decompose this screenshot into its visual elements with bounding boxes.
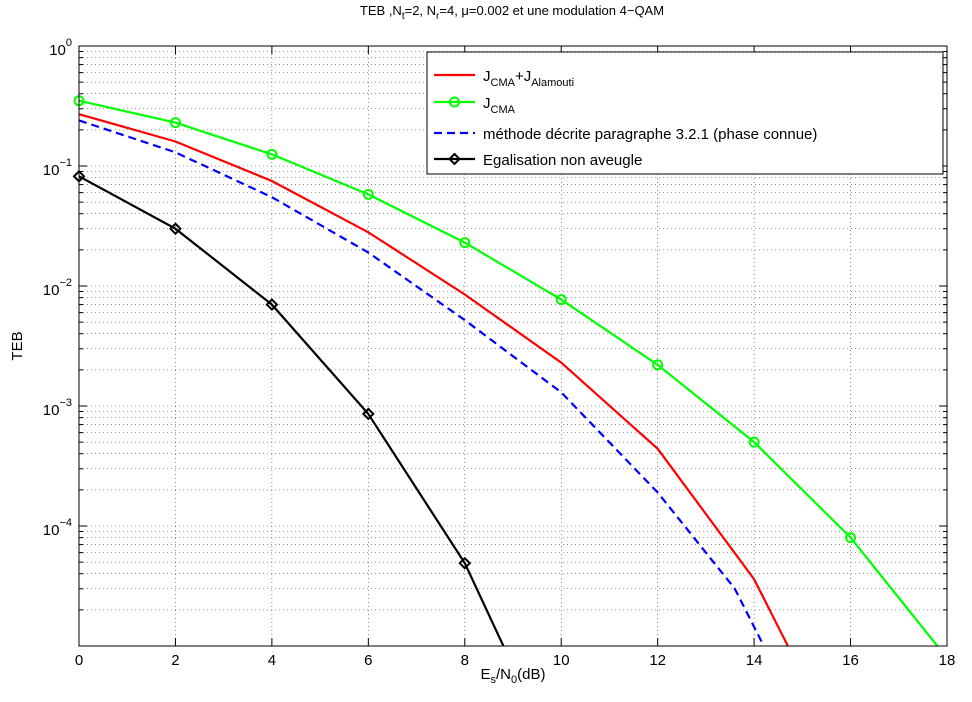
series-line (78, 113, 789, 647)
series-line (78, 119, 765, 647)
x-tick-label: 16 (842, 652, 859, 669)
series-line (78, 99, 939, 647)
data-point (458, 556, 472, 570)
data-point (748, 436, 760, 448)
x-tick-label: 10 (553, 652, 570, 669)
data-point (169, 222, 182, 236)
data-point (362, 188, 374, 200)
series-egalisation-non-aveugle (72, 169, 505, 647)
x-tick-label: 8 (461, 652, 469, 669)
series-layer (72, 95, 939, 647)
x-tick-label: 6 (364, 652, 372, 669)
data-point (652, 359, 664, 371)
x-tick-label: 14 (746, 652, 763, 669)
x-tick-label: 4 (268, 652, 276, 669)
plot-frame (78, 45, 948, 647)
series-m-thode-d-crite-paragraphe-3-2-1-phase-connue- (78, 119, 765, 647)
legend-label: Egalisation non aveugle (483, 152, 642, 169)
data-point (459, 237, 471, 249)
x-axis-label: Es/N0(dB) (481, 666, 546, 686)
data-point (361, 407, 375, 421)
legend-label: JCMA+JAlamouti (483, 68, 574, 89)
axis-ticks: 0 2 4 6 8 10 12 14 16 18 100 10−1 10−2 10−3 10−4 (43, 37, 956, 669)
y-axis-label: TEB (9, 331, 26, 360)
x-tick-label: 12 (649, 652, 666, 669)
data-point (266, 148, 278, 160)
data-point (449, 96, 460, 108)
series-line (78, 175, 505, 647)
x-tick-label: 0 (75, 652, 83, 669)
legend-box (426, 51, 944, 175)
legend-label: JCMA (483, 95, 516, 116)
series-j-cma-j-alamouti (78, 113, 789, 647)
x-tick-label: 18 (939, 652, 956, 669)
y-tick-label: 10−3 (43, 397, 72, 419)
legend-label: méthode décrite paragraphe 3.2.1 (phase … (483, 126, 817, 143)
x-tick-label: 2 (171, 652, 179, 669)
y-tick-label: 100 (49, 37, 72, 59)
y-tick-label: 10−2 (43, 277, 72, 299)
y-tick-label: 10−1 (43, 157, 72, 179)
data-point (169, 117, 181, 129)
data-point (555, 294, 567, 306)
data-point (845, 532, 857, 544)
legend: JCMA+JAlamouti JCMA méthode décrite paragr… (426, 51, 944, 175)
data-point (265, 298, 279, 312)
chart-title: TEB ,Nt=2, Nr=4, μ=0.002 et une modulati… (360, 3, 664, 22)
data-point (448, 152, 461, 166)
grid (79, 46, 947, 646)
y-tick-label: 10−4 (43, 517, 72, 539)
